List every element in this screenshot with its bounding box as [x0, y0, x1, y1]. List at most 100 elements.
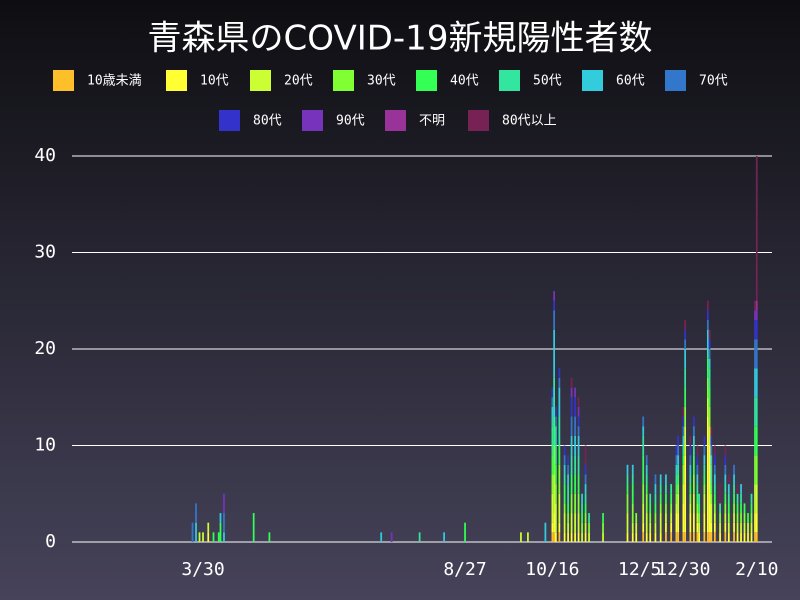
- bar-segment: [645, 484, 648, 494]
- legend-swatch: [219, 110, 240, 131]
- bar-segment: [563, 464, 566, 475]
- bar-segment: [689, 513, 692, 533]
- bar-segment: [654, 532, 657, 542]
- bar-segment: [390, 532, 393, 542]
- bar-segment: [551, 426, 554, 456]
- bar-segment: [708, 532, 711, 542]
- bar-segment: [724, 522, 727, 533]
- legend-swatch: [468, 110, 489, 131]
- bar-segment: [684, 349, 687, 369]
- bar-segment: [719, 503, 721, 514]
- bar-segment: [555, 445, 557, 465]
- bar-segment: [570, 474, 573, 494]
- bar-segment: [755, 320, 758, 340]
- bar-segment: [754, 426, 756, 456]
- bar-segment: [698, 513, 700, 523]
- bar-segment: [727, 493, 730, 504]
- bar-segment: [747, 532, 749, 542]
- bar-segment: [553, 329, 555, 378]
- bar-segment: [555, 406, 557, 417]
- bar-segment: [719, 513, 721, 523]
- bar-segment: [703, 474, 706, 485]
- legend-swatch: [53, 70, 74, 91]
- bar-segment: [574, 387, 576, 398]
- bar-segment: [743, 513, 746, 523]
- bar-segment: [693, 416, 695, 427]
- bar-segment: [584, 532, 587, 542]
- bar-segment: [418, 532, 421, 542]
- bar-segment: [682, 503, 685, 533]
- bar-segment: [736, 503, 739, 514]
- bar-segment: [558, 464, 561, 494]
- bar-segment: [708, 406, 711, 427]
- bar-segment: [577, 416, 580, 427]
- bar-segment: [724, 513, 727, 523]
- bar-segment: [724, 464, 727, 475]
- legend-swatch: [665, 70, 686, 91]
- legend-swatch: [250, 70, 271, 91]
- bar-segment: [727, 513, 730, 523]
- bar-segment: [631, 532, 634, 542]
- bar-segment: [588, 522, 590, 533]
- bar-segment: [736, 532, 739, 542]
- bar-segment: [642, 532, 645, 542]
- bar-segment: [682, 426, 685, 436]
- bar-segment: [736, 513, 739, 523]
- bar-segment: [706, 532, 709, 542]
- bar-segment: [626, 474, 629, 485]
- bar-segment: [713, 493, 716, 504]
- bar-segment: [719, 522, 721, 533]
- bar-segment: [710, 455, 713, 465]
- bar-segment: [710, 426, 713, 436]
- bar-segment: [645, 464, 648, 475]
- bar-segment: [693, 435, 695, 446]
- bar-segment: [755, 484, 758, 514]
- bar-segment: [736, 493, 739, 504]
- bar-segment: [719, 532, 721, 542]
- bar-segment: [527, 532, 529, 542]
- legend-label: 30代: [367, 74, 396, 89]
- bar-segment: [693, 426, 695, 436]
- bar-segment: [577, 435, 580, 456]
- bar-segment: [708, 445, 711, 533]
- bar-segment: [555, 532, 557, 542]
- bar-segment: [602, 522, 604, 533]
- bar-segment: [642, 416, 645, 427]
- bar-segment: [645, 493, 648, 514]
- bar-segment: [743, 522, 746, 533]
- bar-segment: [553, 474, 555, 514]
- bar-segment: [677, 474, 680, 485]
- bar-segment: [706, 349, 709, 359]
- bar-segment: [727, 474, 730, 485]
- bar-segment: [754, 513, 756, 533]
- bar-segment: [584, 474, 587, 485]
- bar-segment: [520, 532, 522, 542]
- bar-segment: [682, 464, 685, 485]
- bar-segment: [677, 484, 680, 494]
- bar-segment: [665, 522, 667, 533]
- bar-segment: [570, 387, 573, 398]
- bar-segment: [696, 484, 699, 494]
- legend-label: 70代: [699, 74, 728, 89]
- bar-segment: [706, 416, 709, 533]
- bar-segment: [584, 493, 587, 504]
- bar-segment: [684, 532, 687, 542]
- bar-segment: [733, 503, 735, 514]
- legend-swatch: [302, 110, 323, 131]
- bar-segment: [649, 503, 652, 514]
- bar-segment: [675, 493, 678, 504]
- bar-segment: [574, 513, 576, 533]
- bar-segment: [570, 377, 573, 388]
- bar-segment: [635, 513, 638, 523]
- bar-segment: [706, 329, 709, 349]
- bar-segment: [754, 397, 756, 427]
- bar-segment: [696, 464, 699, 475]
- bar-segment: [551, 474, 554, 494]
- bar-segment: [682, 416, 685, 427]
- bar-segment: [682, 532, 685, 542]
- bar-segment: [584, 513, 587, 523]
- bar-segment: [577, 406, 580, 417]
- bar-segment: [677, 532, 680, 542]
